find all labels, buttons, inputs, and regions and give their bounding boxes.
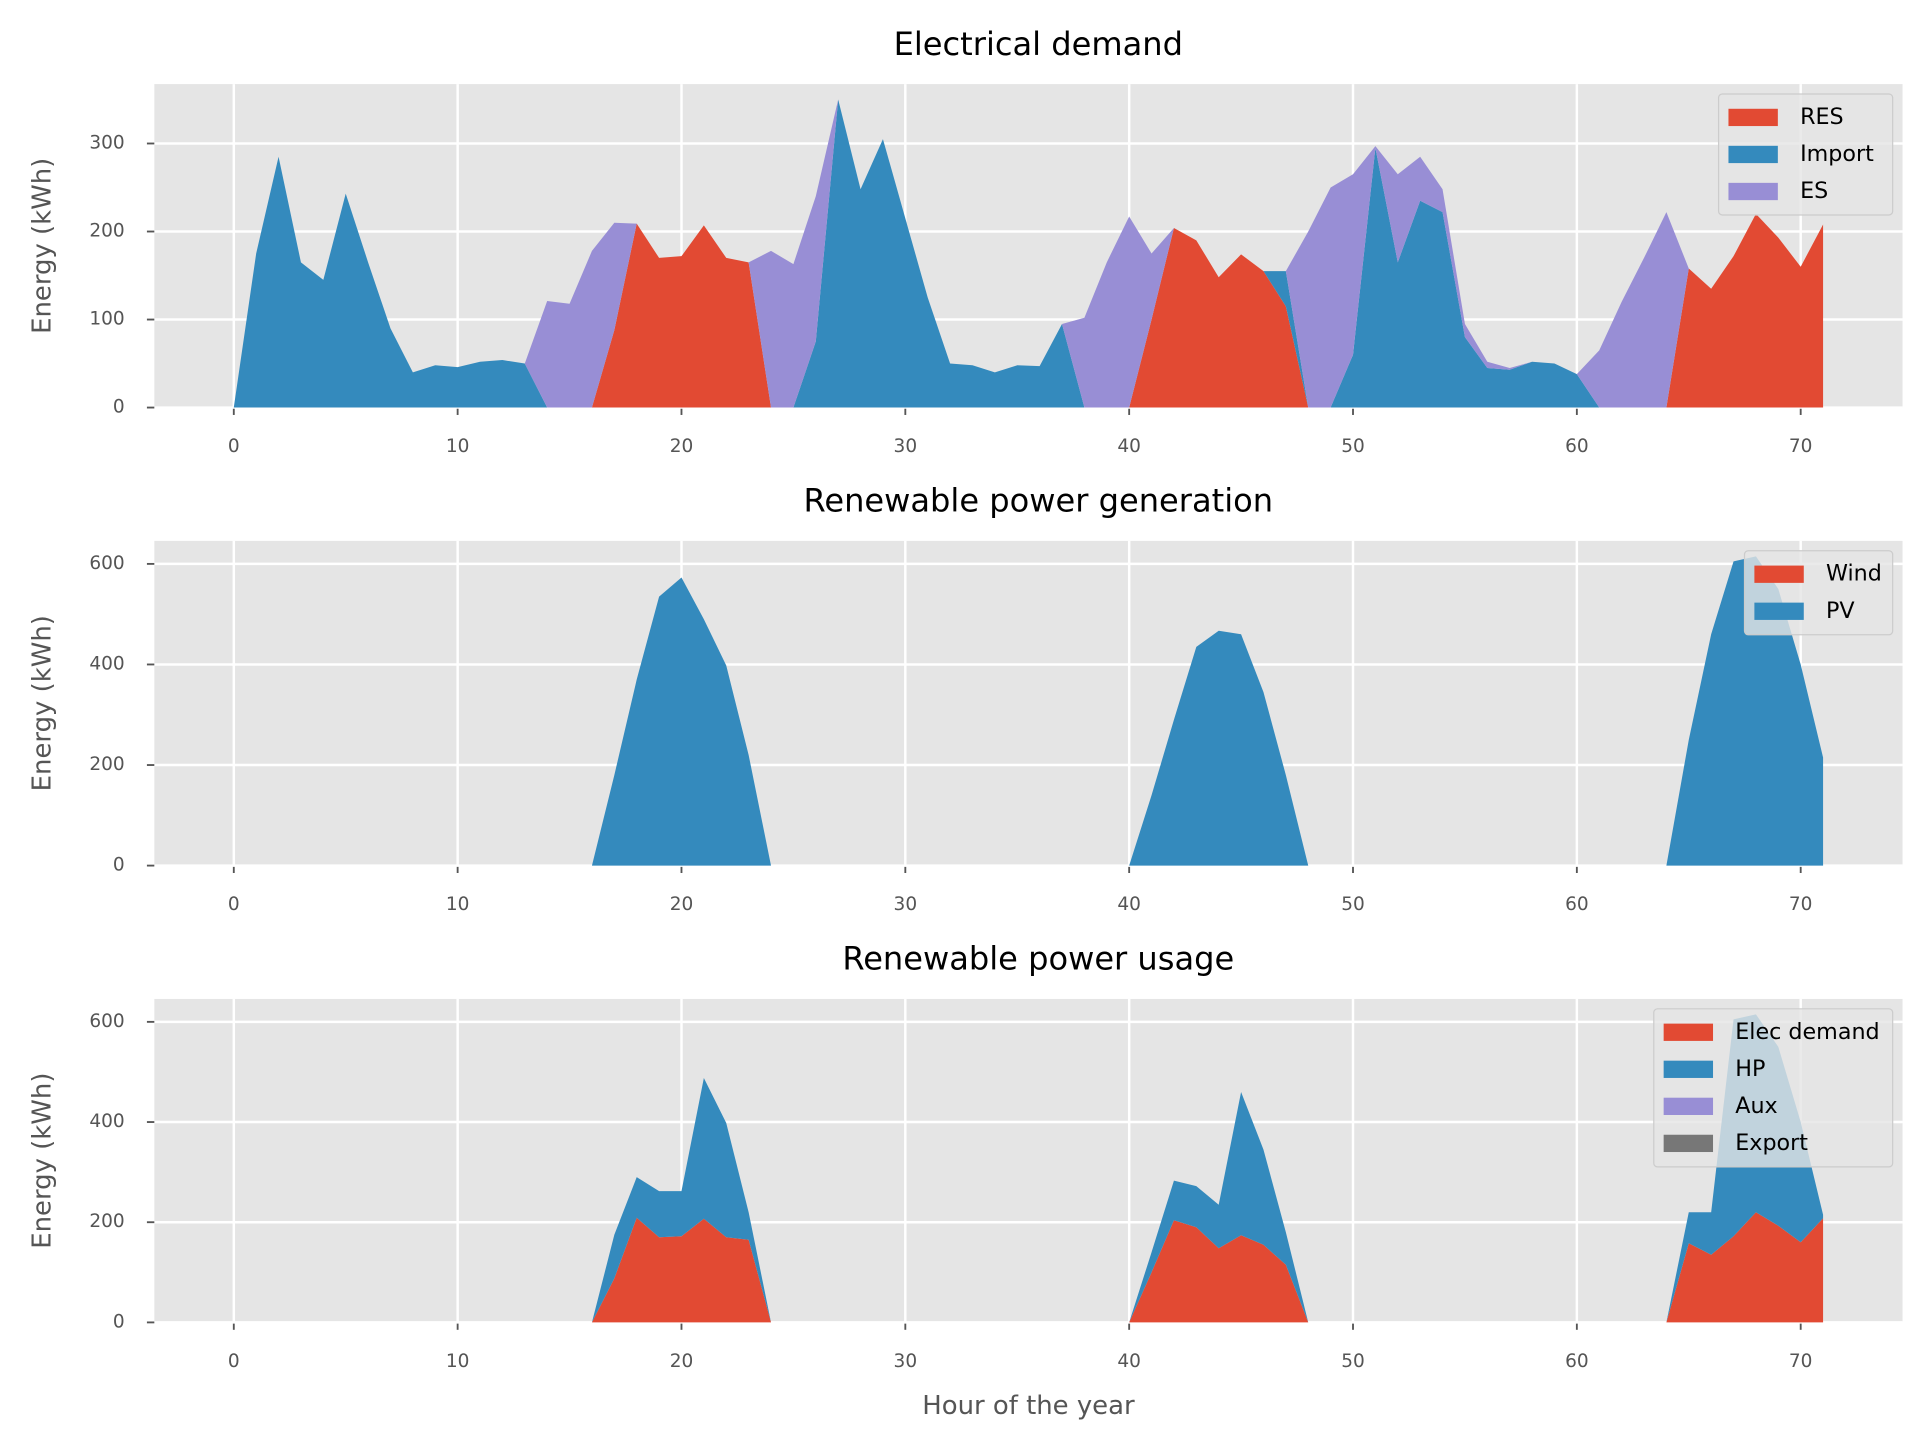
plot-area [154, 540, 1903, 866]
x-tick-label: 40 [1117, 436, 1141, 457]
area [233, 99, 1824, 408]
x-axis-label: Hour of the year [922, 1391, 1135, 1421]
y-tick-label: 100 [89, 309, 124, 330]
x-tick-label: 60 [1565, 436, 1589, 457]
legend-swatch [1728, 145, 1778, 164]
x-tick-label: 60 [1565, 894, 1589, 915]
legend-label: Export [1735, 1130, 1808, 1156]
x-tick-label: 10 [446, 436, 470, 457]
y-tick-label: 300 [89, 132, 124, 153]
x-tick-label: 70 [1789, 436, 1813, 457]
y-tick-label: 400 [89, 653, 124, 674]
y-tick-label: 200 [89, 1211, 124, 1232]
legend-label: ES [1800, 178, 1828, 204]
x-tick-label: 50 [1341, 1351, 1365, 1372]
x-tick-label: 10 [446, 1351, 470, 1372]
x-tick-label: 0 [228, 1351, 240, 1372]
x-tick-label: 50 [1341, 436, 1365, 457]
area [233, 213, 1824, 408]
chart-title: Renewable power generation [804, 482, 1274, 520]
y-tick-label: 0 [113, 855, 125, 876]
x-tick-label: 30 [894, 436, 918, 457]
x-tick-label: 70 [1789, 1351, 1813, 1372]
y-tick-label: 0 [113, 397, 125, 418]
legend-swatch [1663, 1060, 1714, 1078]
y-axis-label: Energy (kWh) [28, 615, 58, 791]
x-tick-label: 50 [1341, 894, 1365, 915]
y-tick-label: 0 [113, 1311, 125, 1332]
y-tick-label: 200 [89, 754, 124, 775]
x-tick-label: 10 [446, 894, 470, 915]
x-tick-label: 30 [894, 1351, 918, 1372]
y-tick-label: 600 [89, 553, 124, 574]
legend-label: Import [1800, 141, 1874, 167]
legend-swatch [1754, 602, 1804, 620]
legend-swatch [1663, 1134, 1714, 1153]
y-axis-label: Energy (kWh) [28, 1073, 58, 1249]
x-tick-label: 0 [228, 894, 240, 915]
y-axis-label: Energy (kWh) [28, 158, 58, 334]
x-tick-label: 20 [670, 894, 694, 915]
y-tick-label: 400 [89, 1111, 124, 1132]
x-tick-label: 40 [1117, 894, 1141, 915]
legend-label: PV [1826, 598, 1855, 624]
legend-label: RES [1800, 104, 1844, 130]
legend-label: Elec demand [1735, 1019, 1879, 1045]
legend-label: HP [1735, 1056, 1765, 1082]
legend-swatch [1754, 565, 1804, 583]
legend-box [1653, 1008, 1894, 1168]
legend-label: Wind [1826, 561, 1882, 587]
x-tick-label: 20 [670, 1351, 694, 1372]
area [233, 99, 1824, 408]
legend-swatch [1728, 108, 1778, 127]
x-tick-label: 70 [1789, 894, 1813, 915]
x-tick-label: 40 [1117, 1351, 1141, 1372]
plot-area [154, 998, 1903, 1323]
chart-title: Renewable power usage [842, 940, 1234, 978]
x-tick-label: 30 [894, 894, 918, 915]
chart-title: Electrical demand [894, 25, 1183, 63]
legend-label: Aux [1735, 1093, 1777, 1119]
x-tick-label: 60 [1565, 1351, 1589, 1372]
y-tick-label: 600 [89, 1011, 124, 1032]
legend-swatch [1663, 1097, 1714, 1115]
area [233, 556, 1824, 866]
legend-swatch [1728, 182, 1778, 201]
y-tick-label: 200 [89, 221, 124, 242]
legend-swatch [1663, 1023, 1714, 1041]
area [233, 1212, 1824, 1323]
x-tick-label: 0 [228, 436, 240, 457]
x-tick-label: 20 [670, 436, 694, 457]
